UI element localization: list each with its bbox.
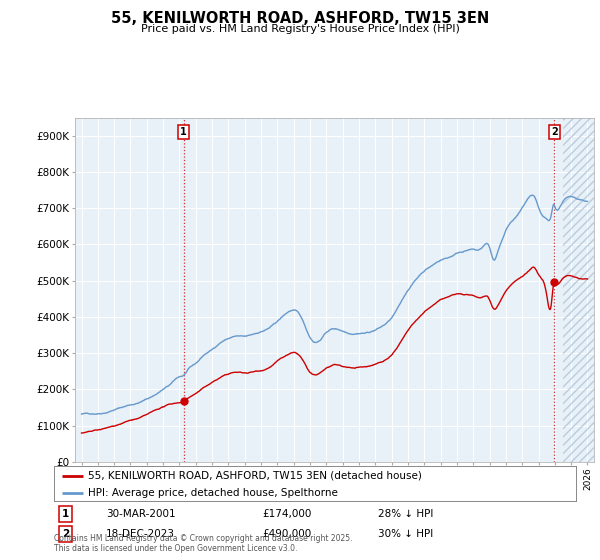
Text: 55, KENILWORTH ROAD, ASHFORD, TW15 3EN (detached house): 55, KENILWORTH ROAD, ASHFORD, TW15 3EN (… bbox=[88, 471, 422, 481]
Text: Contains HM Land Registry data © Crown copyright and database right 2025.
This d: Contains HM Land Registry data © Crown c… bbox=[54, 534, 353, 553]
Text: 2: 2 bbox=[551, 127, 557, 137]
Text: 2: 2 bbox=[62, 529, 69, 539]
Bar bbox=[563, 118, 596, 462]
Text: 30% ↓ HPI: 30% ↓ HPI bbox=[377, 529, 433, 539]
Text: 30-MAR-2001: 30-MAR-2001 bbox=[106, 509, 176, 519]
Text: 1: 1 bbox=[62, 509, 69, 519]
Text: 18-DEC-2023: 18-DEC-2023 bbox=[106, 529, 175, 539]
Text: HPI: Average price, detached house, Spelthorne: HPI: Average price, detached house, Spel… bbox=[88, 488, 338, 497]
Text: 55, KENILWORTH ROAD, ASHFORD, TW15 3EN: 55, KENILWORTH ROAD, ASHFORD, TW15 3EN bbox=[111, 11, 489, 26]
Text: 28% ↓ HPI: 28% ↓ HPI bbox=[377, 509, 433, 519]
Text: Price paid vs. HM Land Registry's House Price Index (HPI): Price paid vs. HM Land Registry's House … bbox=[140, 24, 460, 34]
Bar bbox=[563, 118, 596, 462]
Text: £174,000: £174,000 bbox=[263, 509, 312, 519]
Text: 1: 1 bbox=[180, 127, 187, 137]
Text: £490,000: £490,000 bbox=[263, 529, 312, 539]
